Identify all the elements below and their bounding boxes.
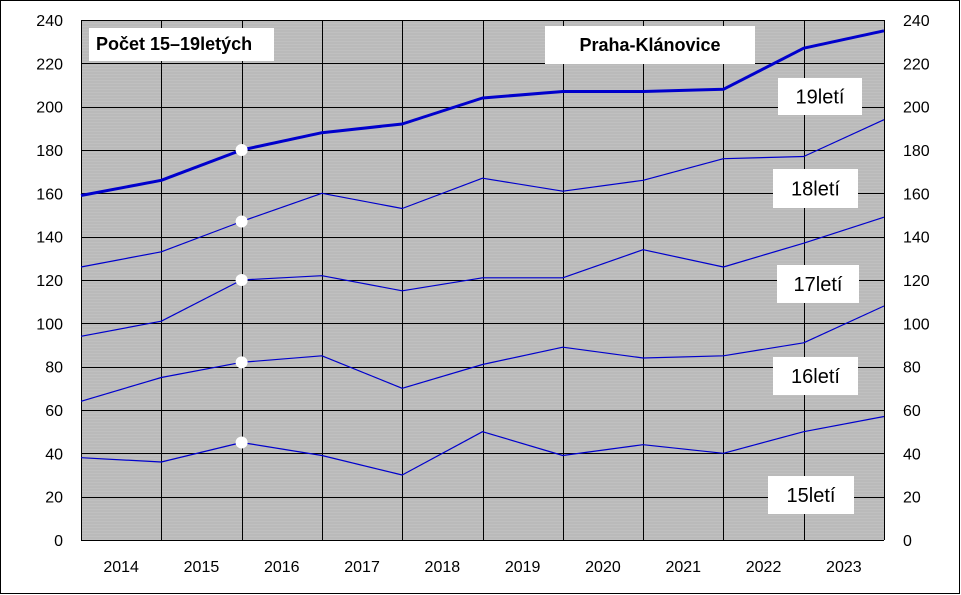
x-tick-label: 2021 — [665, 559, 701, 576]
series-lines — [80, 29, 885, 476]
series-label-box — [777, 265, 859, 303]
y-tick-label-right: 60 — [903, 403, 921, 420]
x-tick-label: 2015 — [184, 559, 220, 576]
series-marker — [235, 356, 248, 369]
y-tick-label-right: 200 — [903, 100, 930, 117]
series-line-15letí — [80, 415, 885, 476]
y-tick-label-left: 140 — [36, 230, 63, 247]
y-tick-label-left: 200 — [36, 100, 63, 117]
y-tick-label-right: 100 — [903, 316, 930, 333]
y-tick-label-right: 160 — [903, 186, 930, 203]
y-tick-label-left: 220 — [36, 56, 63, 73]
chart-title-background — [89, 28, 274, 61]
x-tick-label: 2014 — [103, 559, 139, 576]
y-tick-label-right: 20 — [903, 490, 921, 507]
y-axis-left: 0 20 40 60 80 100 120 140 160 180 200 220 240 — [36, 13, 63, 550]
chart-subtitle-box: Praha-Klánovice — [545, 26, 755, 64]
series-marker — [235, 436, 248, 449]
y-tick-label-right: 180 — [903, 143, 930, 160]
y-tick-label-right: 140 — [903, 230, 930, 247]
y-tick-label-left: 20 — [45, 490, 63, 507]
y-tick-label-left: 240 — [36, 13, 63, 30]
series-label: 18letí — [791, 179, 840, 201]
x-tick-label: 2019 — [505, 559, 541, 576]
series-marker — [235, 215, 248, 228]
series-label: 16letí — [791, 366, 840, 388]
y-tick-label-left: 160 — [36, 186, 63, 203]
series-label-box — [773, 169, 858, 208]
chart-subtitle-background — [545, 26, 755, 64]
y-tick-label-right: 80 — [903, 360, 921, 377]
series-labels: 19letí 18letí 17letí 16letí 15letí — [768, 78, 862, 514]
chart-title-box: Počet 15–19letých — [89, 28, 274, 61]
x-tick-label: 2020 — [585, 559, 621, 576]
series-label: 17letí — [794, 274, 843, 296]
x-tick-label: 2018 — [425, 559, 461, 576]
x-axis: 2014 2015 2016 2017 2018 2019 2020 2021 2022 2023 — [103, 559, 861, 576]
y-tick-label-right: 120 — [903, 273, 930, 290]
series-markers — [235, 144, 248, 449]
series-marker — [235, 274, 248, 286]
series-label-box — [778, 78, 862, 115]
y-tick-label-left: 0 — [54, 533, 63, 550]
y-tick-label-left: 80 — [45, 360, 63, 377]
y-tick-label-left: 40 — [45, 446, 63, 463]
y-tick-label-left: 100 — [36, 316, 63, 333]
series-marker — [235, 144, 248, 156]
y-axis-right: 0 20 40 60 80 100 120 140 160 180 200 220 240 — [903, 13, 930, 550]
y-tick-label-right: 240 — [903, 13, 930, 30]
y-tick-label-right: 220 — [903, 56, 930, 73]
series-label-box — [768, 476, 854, 514]
chart-subtitle: Praha-Klánovice — [579, 35, 720, 55]
x-tick-label: 2023 — [826, 559, 862, 576]
series-label: 15letí — [787, 485, 836, 507]
y-tick-label-right: 0 — [903, 533, 912, 550]
x-tick-label: 2017 — [344, 559, 380, 576]
series-line-17letí — [80, 216, 885, 337]
series-line-16letí — [80, 305, 885, 402]
y-tick-label-right: 40 — [903, 446, 921, 463]
chart-title: Počet 15–19letých — [96, 34, 252, 54]
series-line-18letí — [80, 119, 885, 268]
series-label: 19letí — [796, 87, 845, 109]
series-line-19letí — [80, 29, 885, 197]
y-tick-label-left: 60 — [45, 403, 63, 420]
series-label-box — [773, 357, 858, 395]
x-tick-label: 2022 — [746, 559, 782, 576]
y-tick-label-left: 120 — [36, 273, 63, 290]
x-tick-label: 2016 — [264, 559, 300, 576]
y-tick-label-left: 180 — [36, 143, 63, 160]
